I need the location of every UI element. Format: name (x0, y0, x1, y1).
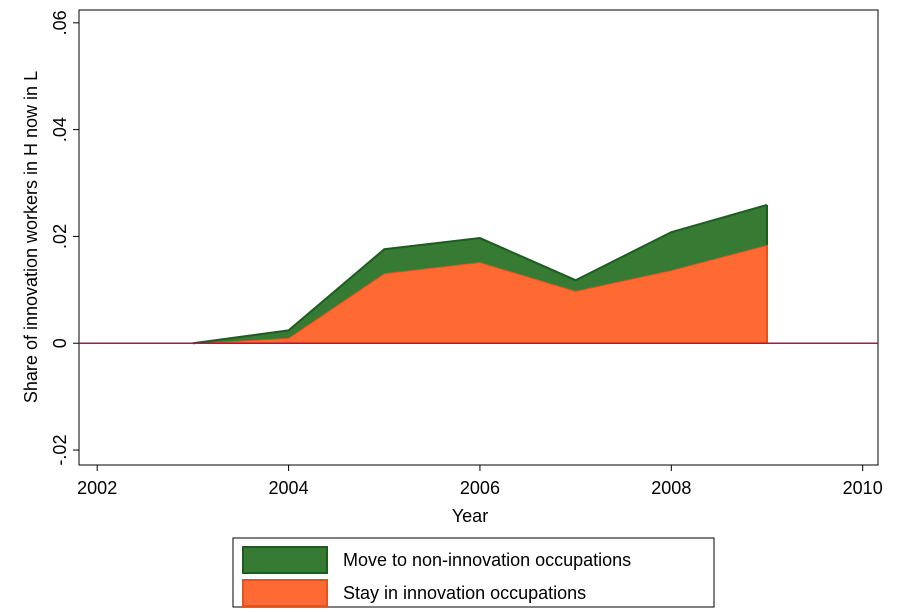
legend-label: Stay in innovation occupations (343, 583, 586, 603)
plot-frame (78, 9, 879, 466)
x-tick-label: 2008 (651, 478, 691, 498)
x-axis-label: Year (452, 506, 488, 526)
y-axis-label: Share of innovation workers in H now in … (21, 71, 41, 403)
legend-swatch (242, 579, 328, 607)
area-fill (192, 204, 768, 344)
y-tick-label: .06 (50, 10, 70, 35)
x-tick-label: 2010 (843, 478, 883, 498)
y-tick-label: 0 (50, 338, 70, 348)
y-tick-label: .02 (50, 224, 70, 249)
x-tick-label: 2006 (460, 478, 500, 498)
area-fill (192, 244, 768, 344)
x-tick-label: 2004 (269, 478, 309, 498)
x-tick-label: 2002 (77, 478, 117, 498)
y-tick-label: -.02 (50, 435, 70, 466)
legend-swatch (242, 546, 328, 574)
legend-label: Move to non-innovation occupations (343, 550, 631, 570)
area-edge (192, 203, 768, 345)
y-tick-label: .04 (50, 117, 70, 142)
